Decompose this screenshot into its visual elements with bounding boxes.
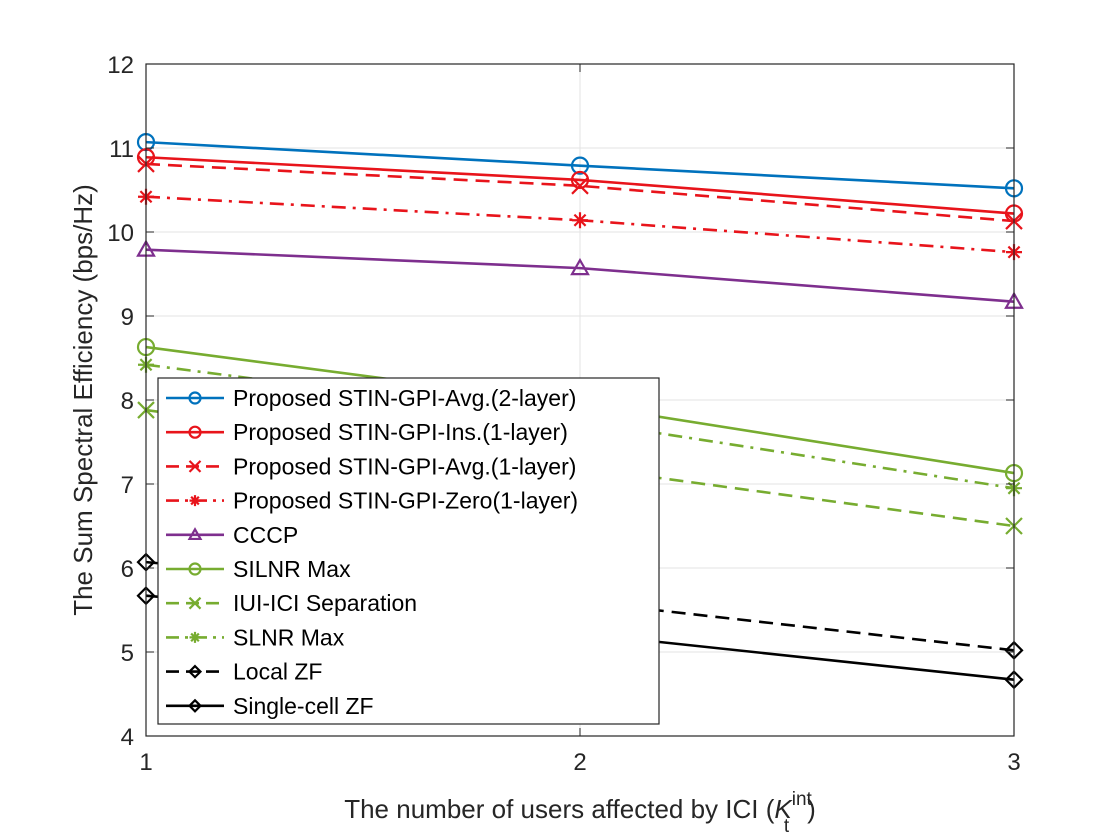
x-axis-label-superscript: int <box>792 789 813 810</box>
legend-marker <box>187 527 203 541</box>
y-tick-label: 11 <box>109 136 134 163</box>
y-tick-label: 6 <box>121 556 134 583</box>
legend-label: Local ZF <box>233 659 322 685</box>
y-tick-label: 12 <box>107 52 134 79</box>
y-tick-label: 5 <box>121 640 134 667</box>
legend-marker <box>189 495 201 507</box>
y-tick-label: 4 <box>121 724 134 751</box>
legend-marker <box>188 460 202 473</box>
legend-marker <box>188 391 202 405</box>
legend-label: Proposed STIN-GPI-Avg.(1-layer) <box>233 453 576 479</box>
data-point <box>571 177 589 195</box>
x-tick-label: 3 <box>1007 749 1020 776</box>
legend-box <box>157 377 660 725</box>
legend-item: SLNR Max <box>166 624 345 650</box>
x-tick-label: 2 <box>573 749 586 776</box>
legend-label: SILNR Max <box>233 556 351 582</box>
legend-marker <box>187 698 203 713</box>
y-axis-label: The Sum Spectral Efficiency (bps/Hz) <box>68 184 98 616</box>
y-tick-label: 8 <box>121 388 134 415</box>
x-tick-label: 1 <box>139 749 152 776</box>
legend-label: Single-cell ZF <box>233 693 374 719</box>
data-point <box>572 212 588 229</box>
legend-label: SLNR Max <box>233 624 345 650</box>
legend-label: IUI-ICI Separation <box>233 590 417 616</box>
legend-item: Single-cell ZF <box>166 693 374 719</box>
legend-label: Proposed STIN-GPI-Zero(1-layer) <box>233 488 578 514</box>
x-axis-label-text: The number of users affected by ICI ( <box>344 794 775 824</box>
legend-item: Proposed STIN-GPI-Ins.(1-layer) <box>166 419 568 445</box>
x-axis-label-suffix: ) <box>807 794 816 824</box>
legend-marker <box>189 631 201 643</box>
legend-item: CCCP <box>166 522 298 548</box>
y-tick-label: 10 <box>107 220 134 247</box>
legend-marker <box>188 562 202 576</box>
legend-item: SILNR Max <box>166 556 351 582</box>
series-line <box>145 248 1015 304</box>
data-point <box>570 257 590 276</box>
legend-item: Proposed STIN-GPI-Avg.(2-layer) <box>166 385 576 411</box>
series-line <box>145 140 1015 190</box>
y-tick-label: 7 <box>121 472 134 499</box>
legend-label: Proposed STIN-GPI-Ins.(1-layer) <box>233 419 568 445</box>
legend-item: IUI-ICI Separation <box>166 590 417 616</box>
data-point <box>570 156 590 175</box>
legend: Proposed STIN-GPI-Avg.(2-layer) Proposed … <box>157 377 660 725</box>
series-line <box>145 162 1015 223</box>
legend-label: CCCP <box>233 522 298 548</box>
legend-item: Local ZF <box>166 659 322 685</box>
legend-marker <box>188 425 202 439</box>
legend-marker <box>188 596 202 610</box>
x-axis-label: The number of users affected by ICI (Kin… <box>344 789 816 837</box>
x-axis-label-symbol: K <box>774 794 793 824</box>
legend-marker <box>187 664 203 679</box>
x-axis-label-subscript: t <box>784 816 790 837</box>
series-line <box>145 155 1015 215</box>
legend-item: Proposed STIN-GPI-Zero(1-layer) <box>166 488 578 514</box>
y-tick-label: 9 <box>121 304 134 331</box>
legend-item: Proposed STIN-GPI-Avg.(1-layer) <box>166 453 576 479</box>
data-point <box>570 170 590 190</box>
legend-label: Proposed STIN-GPI-Avg.(2-layer) <box>233 385 576 411</box>
